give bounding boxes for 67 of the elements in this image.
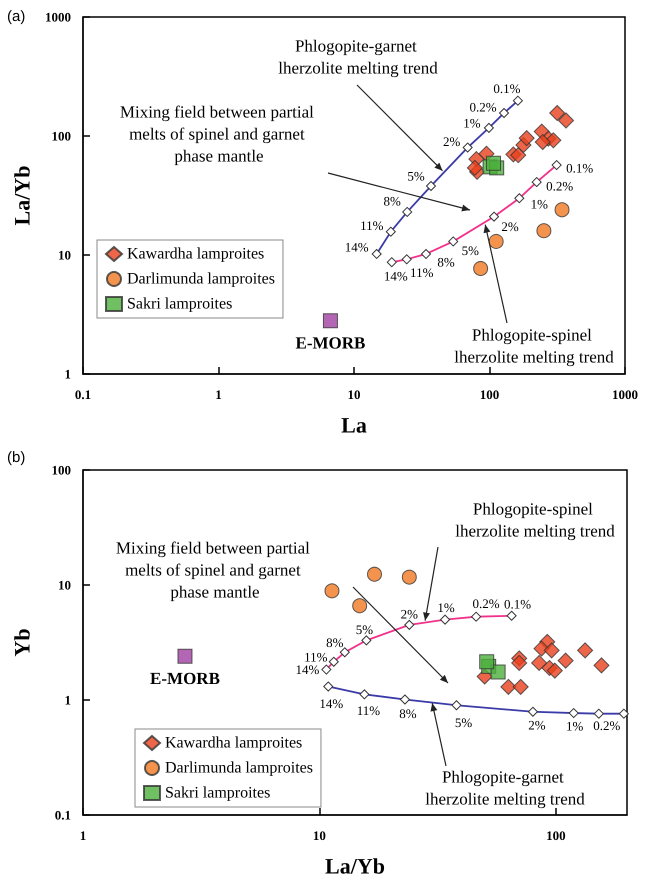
legend-label: Darlimunda lamproites <box>165 760 313 776</box>
legend-label: Kawardha lamproites <box>165 734 302 752</box>
annotation: Mixing field between partial melts of spinel and garnet phase mantle <box>116 538 314 602</box>
x-tick-label: 1 <box>215 387 222 402</box>
annotation: 2% <box>442 134 460 150</box>
x-tick-label: 1 <box>80 828 86 843</box>
x-tick-label: 100 <box>480 387 500 402</box>
annotation: 0.2% <box>472 596 500 612</box>
annotation: 11% <box>356 702 380 718</box>
y-axis-title: La/Yb <box>10 166 34 226</box>
y-axis-title: Yb <box>10 628 34 657</box>
x-tick-label: 1000 <box>612 387 638 402</box>
annotation: 11% <box>360 218 384 234</box>
annotation: 8% <box>384 193 402 208</box>
legend-label: Sakri lamproites <box>165 784 270 802</box>
annotation: 0.2% <box>546 178 574 194</box>
annotation: E-MORB <box>295 333 366 352</box>
y-tick-label: 10 <box>58 578 71 592</box>
y-tick-label: 1 <box>64 366 71 382</box>
annotation: 5% <box>454 714 472 730</box>
annotation: 0.1% <box>493 81 521 96</box>
annotation: E-MORB <box>150 668 220 688</box>
chart-title: (b) <box>7 449 26 466</box>
legend-label: Kawardha lamproites <box>127 246 264 262</box>
y-tick-label: 100 <box>52 128 71 144</box>
legend-label: Darlimunda lamproites <box>127 270 275 288</box>
annotation: 11% <box>304 649 328 664</box>
annotation: 5% <box>407 168 425 184</box>
y-tick-label: 0.1 <box>54 808 71 822</box>
annotation: 0.2% <box>469 100 497 115</box>
legend-label: Sakri lamproites <box>127 296 232 312</box>
annotation: Phlogopite-spinel lherzolite melting trend <box>455 500 616 540</box>
annotation: 5% <box>462 242 480 258</box>
annotation: 8% <box>437 254 455 270</box>
y-tick-label: 1000 <box>45 10 71 24</box>
x-axis-title: La <box>341 412 367 438</box>
annotation: 2% <box>501 219 519 234</box>
annotation: Phlogopite-garnet lherzolite melting trend <box>278 36 438 78</box>
x-tick-label: 0.1 <box>74 387 92 402</box>
annotation: Mixing field between partial melts of spinel and garnet phase mantle <box>120 102 318 166</box>
annotation: 1% <box>463 115 481 130</box>
annotation: 8% <box>399 706 417 722</box>
y-tick-label: 1 <box>64 692 71 708</box>
annotation: 1% <box>566 718 584 734</box>
annotation: 1% <box>437 600 455 616</box>
annotation: 14% <box>295 662 320 678</box>
annotation: Phlogopite-spinel lherzolite melting trend <box>454 326 614 366</box>
annotation: 2% <box>528 717 546 732</box>
annotation: 11% <box>410 264 434 280</box>
y-tick-label: 10 <box>58 248 71 262</box>
x-tick-label: 10 <box>348 387 360 402</box>
annotation: Phlogopite-garnet lherzolite melting trend <box>425 768 586 808</box>
annotation: 0.1% <box>566 160 594 176</box>
annotation: 1% <box>530 196 548 212</box>
annotation: 14% <box>344 239 369 254</box>
annotation: 2% <box>400 606 418 622</box>
annotation: 0.2% <box>593 718 621 734</box>
x-axis-title: La/Yb <box>325 854 385 878</box>
annotation: 14% <box>384 268 408 284</box>
chart-title: (a) <box>7 8 26 25</box>
y-tick-label: 100 <box>52 462 71 478</box>
x-tick-label: 10 <box>312 828 326 843</box>
annotation: 8% <box>326 634 344 650</box>
annotation: 0.1% <box>504 596 532 612</box>
annotation: 14% <box>319 696 344 712</box>
annotation: 5% <box>356 622 374 637</box>
x-tick-label: 100 <box>546 828 566 843</box>
